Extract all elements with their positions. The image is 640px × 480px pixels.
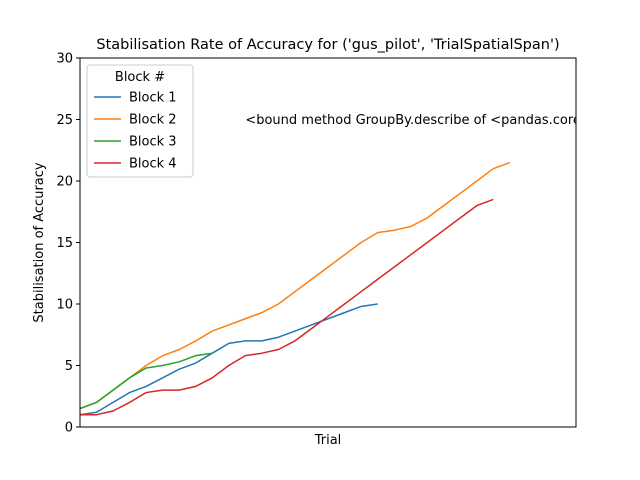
series-line-block-1: [80, 303, 378, 416]
x-axis-label: Trial: [314, 433, 342, 448]
legend-label-block-4: Block 4: [129, 157, 177, 172]
series-line-block-2: [80, 161, 511, 410]
series-layer: [80, 161, 511, 416]
legend-label-block-1: Block 1: [129, 91, 177, 106]
y-tick-label: 10: [56, 298, 73, 313]
annotation-layer: <bound method GroupBy.describe of <panda…: [245, 113, 640, 128]
y-tick-label: 0: [65, 421, 73, 436]
legend: Block # Block 1 Block 2 Block 3 Block 4: [86, 64, 194, 178]
y-tick-label: 15: [56, 236, 73, 251]
y-tick-label: 30: [56, 52, 73, 67]
series-line-block-3: [80, 352, 213, 410]
legend-label-block-3: Block 3: [129, 135, 177, 150]
y-tick-label: 5: [65, 359, 73, 374]
y-axis: 0 5 10 15 20 25 30: [56, 52, 80, 436]
y-tick-label: 20: [56, 175, 73, 190]
series-line-block-4: [80, 198, 494, 416]
y-axis-label: Stabilisation of Accuracy: [32, 162, 47, 322]
legend-label-block-2: Block 2: [129, 113, 177, 128]
legend-title: Block #: [115, 70, 165, 85]
annotation-text: <bound method GroupBy.describe of <panda…: [245, 113, 640, 128]
y-tick-label: 25: [56, 113, 73, 128]
chart-title: Stabilisation Rate of Accuracy for ('gus…: [96, 37, 559, 53]
legend-box: [86, 64, 194, 178]
